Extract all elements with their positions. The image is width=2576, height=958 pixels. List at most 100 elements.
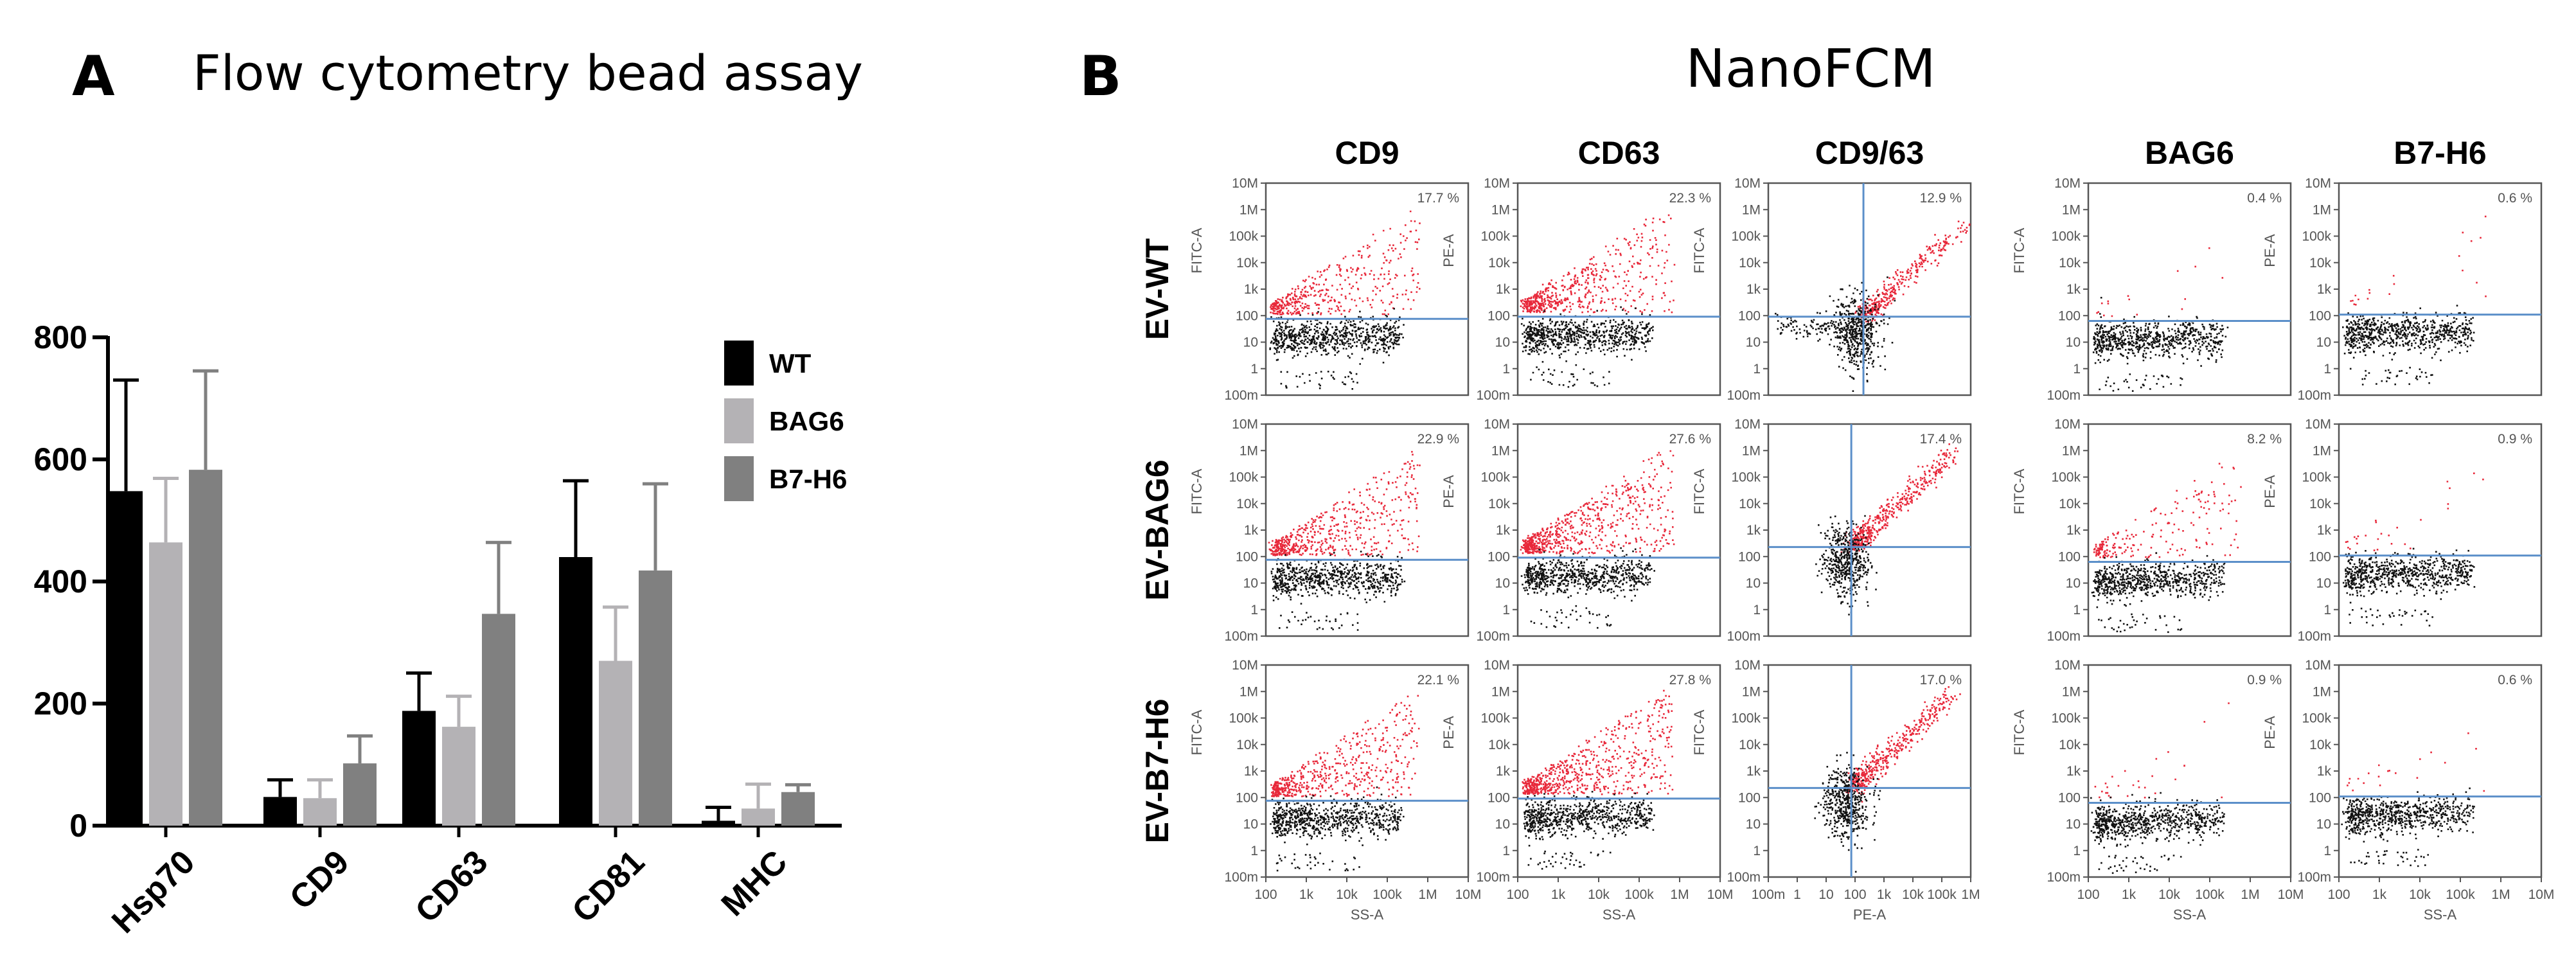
y-tick-label: 1 [2323,844,2331,858]
y-tick-label: 10M [2054,417,2081,432]
y-axis-label: PE-A [2262,234,2278,267]
scatter-plot: 10M 1M 100k 10k 1k 100 10 1 100m FITC-A 100 1k 10k 10… [1189,658,1481,923]
y-tick-label: 1 [1753,603,1761,617]
x-category-label: CD9 [283,843,357,917]
y-tick-label: 100m [1727,388,1761,403]
bar [482,614,515,826]
plot-frame [2338,423,2543,637]
x-tick-label: 1k [2372,887,2387,902]
nanofcm-grid: CD9 CD63 CD9/63 BAG6 B7-H6 EV-WT EV-BAG6 EV-B7-… [1139,135,2554,923]
y-tick-label: 100m [1476,388,1510,403]
y-tick-label: 1 [1753,844,1761,858]
y-tick-label: 100k [2302,229,2331,244]
x-tick-label: 1M [2241,887,2259,902]
bar [402,711,436,826]
positive-events [1842,686,1961,803]
negative-events [1270,786,1405,872]
y-tick-label: 1k [2317,282,2332,297]
y-tick-label: 100k [1229,711,1258,726]
percent-label: 8.2 % [2247,432,2282,447]
y-tick-label: 10k [1739,738,1761,752]
x-axis-label: SS-A [1603,907,1636,923]
positive-events [1520,450,1675,554]
x-tick-label: 1k [1877,887,1892,902]
scatter-plot: 10M 1M 100k 10k 1k 100 10 1 100m PE-A 27.6 % [1441,417,1721,644]
row-label: EV-B7-H6 [1139,698,1175,843]
y-tick-label: 100 [1738,790,1761,805]
y-tick-label: 100m [1476,870,1510,885]
y-tick-label: 1M [1239,202,1258,217]
column-header: BAG6 [2145,135,2234,171]
y-tick-label: 100m [2047,870,2081,885]
y-axis-label: PE-A [2262,716,2278,749]
x-category-label: MHC [715,843,795,923]
y-tick-label: 100 [1236,308,1258,323]
y-tick-label: 10 [2316,335,2331,350]
y-tick-label: 1k [1244,764,1259,779]
y-tick-label: 1k [2317,764,2332,779]
x-tick-label: 100k [1372,887,1402,902]
legend-swatch [724,456,754,501]
y-tick-label: 1k [2066,523,2081,538]
x-tick-label: 10k [1588,887,1610,902]
x-tick-label: 100k [2195,887,2225,902]
y-tick-label: 10k [1488,738,1510,752]
y-tick-label: 10 [1746,817,1761,832]
x-tick-label: 100 [2077,887,2099,902]
y-tick-label: 100 [1738,549,1761,564]
y-tick-label: 10 [1495,817,1510,832]
y-tick-label: 10M [1484,176,1510,191]
y-tick-label: 600 [34,441,87,477]
percent-label: 0.4 % [2247,191,2282,206]
x-axis-label: SS-A [2173,907,2207,923]
y-tick-label: 1 [1250,362,1258,377]
y-tick-label: 10k [1236,256,1258,271]
scatter-plot: 10M 1M 100k 10k 1k 100 10 1 100m PE-A 100 1k 10k 100k… [1441,658,1733,923]
y-tick-label: 1M [2313,684,2331,699]
y-tick-label: 10M [2054,658,2081,673]
plot-frame [1265,664,1470,878]
y-tick-label: 1M [2062,684,2081,699]
bar [702,821,735,826]
y-tick-label: 10M [1232,176,1258,191]
positive-events [1522,689,1674,795]
x-axis-label: PE-A [1853,907,1887,923]
x-tick-label: 10M [1707,887,1734,902]
negative-events [1520,547,1655,629]
y-tick-label: 100m [1727,870,1761,885]
negative-events [2341,787,2475,867]
y-tick-label: 10k [2309,738,2331,752]
y-tick-label: 1k [1496,282,1511,297]
x-category-label: Hsp70 [105,843,202,940]
plot-frame [1265,182,1470,396]
y-tick-label: 1k [2317,523,2332,538]
x-tick-label: 1 [1793,887,1801,902]
bar [442,727,475,826]
scatter-plot: 10M 1M 100k 10k 1k 100 10 1 100m PE-A 100 1k 10k 100k… [2262,658,2554,923]
plot-frame [2087,182,2292,396]
scatter-plot: 10M 1M 100k 10k 1k 100 10 1 100m PE-A 22.3 % [1441,176,1721,403]
y-axis-label: PE-A [2262,475,2278,508]
y-tick-label: 1 [1250,603,1258,617]
y-tick-label: 10k [2309,256,2331,271]
y-tick-label: 10k [1488,256,1510,271]
x-tick-label: 1M [1670,887,1689,902]
y-tick-label: 1k [1496,764,1511,779]
negative-events [1775,276,1896,392]
y-tick-label: 100k [1731,229,1761,244]
y-tick-label: 100m [1476,629,1510,644]
y-tick-label: 10 [1243,576,1258,591]
scatter-plot: 10M 1M 100k 10k 1k 100 10 1 100m FITC-A 0.4 % [2011,176,2292,403]
y-tick-label: 100 [2058,308,2081,323]
y-axis-label: FITC-A [1189,468,1205,514]
negative-events [1523,790,1655,870]
y-tick-label: 100k [1480,470,1510,485]
y-tick-label: 1 [1502,362,1510,377]
y-tick-label: 1M [2313,202,2331,217]
y-tick-label: 10M [1734,417,1761,432]
y-tick-label: 100k [1229,229,1258,244]
y-tick-label: 100m [1224,629,1258,644]
y-tick-label: 1M [1239,684,1258,699]
scatter-plot: 10M 1M 100k 10k 1k 100 10 1 100m FITC-A 12.9 % [1691,176,1972,403]
y-tick-label: 100m [2047,388,2081,403]
